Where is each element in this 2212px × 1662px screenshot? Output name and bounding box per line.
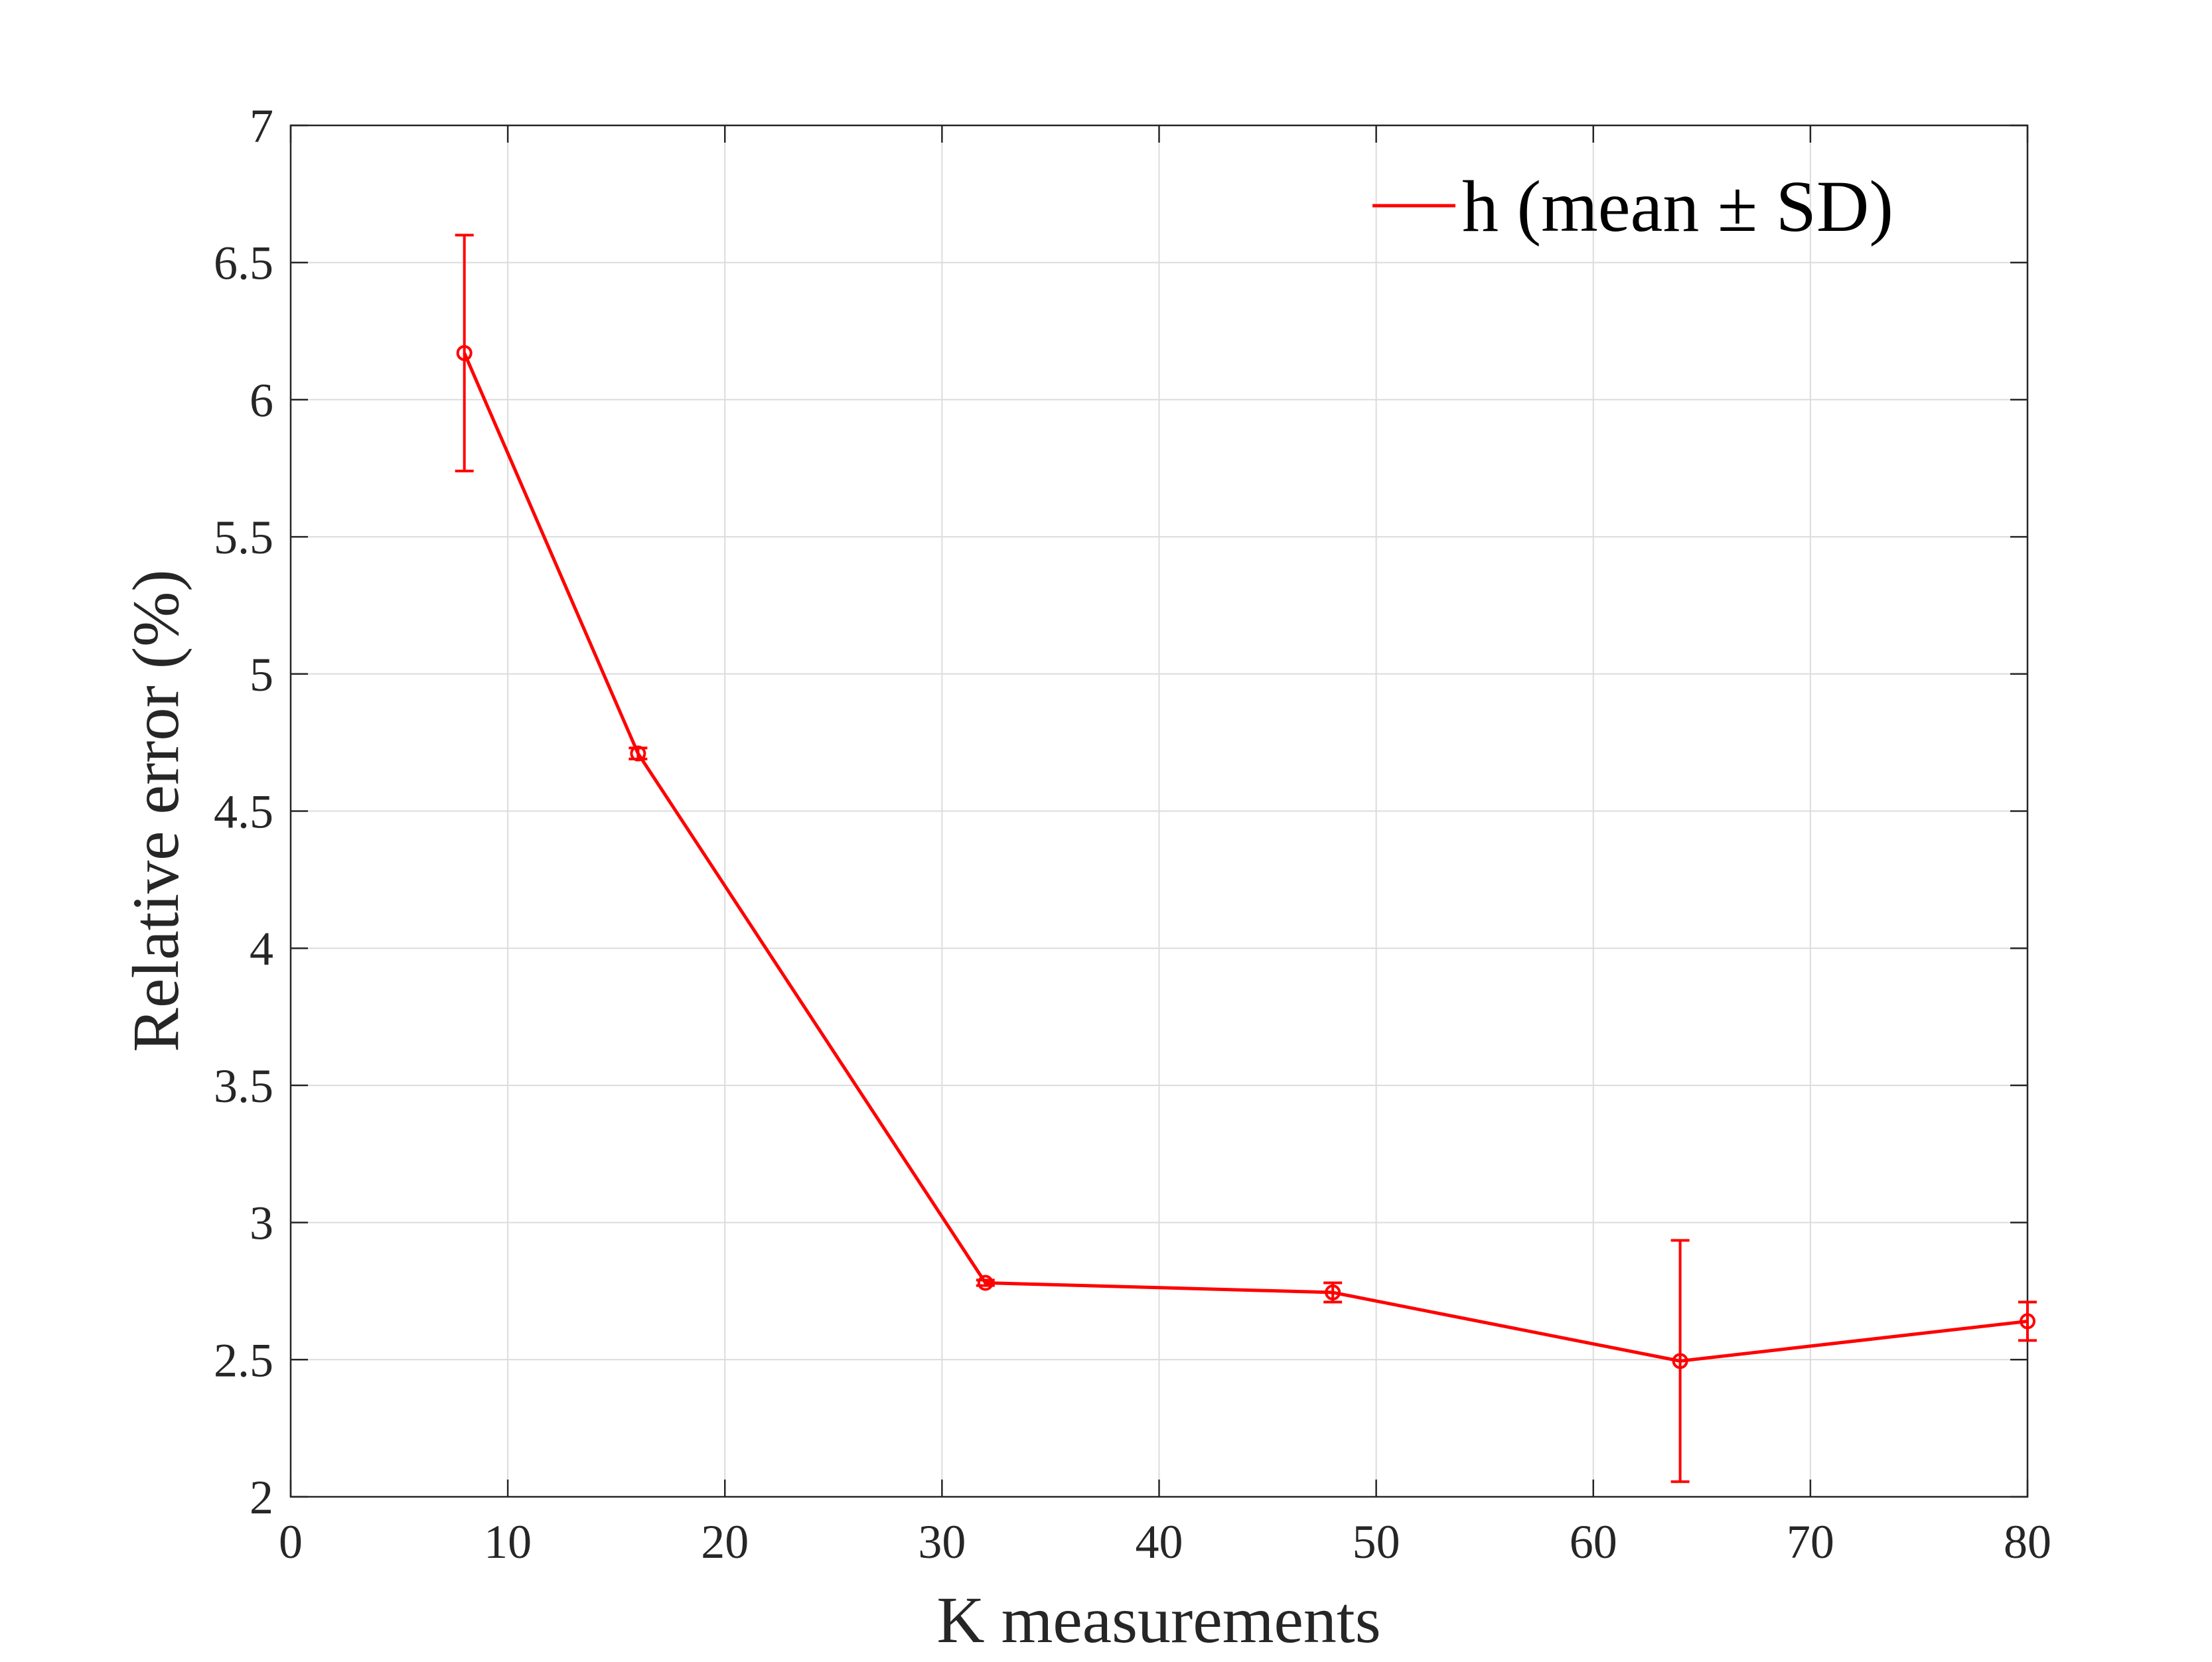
- data-point: [456, 345, 473, 362]
- x-tick-label: 50: [1353, 1515, 1400, 1568]
- y-tick-label: 3: [250, 1197, 273, 1250]
- y-tick-label: 7: [250, 100, 273, 153]
- axis-ticks: 0 10 20 30 40 50 60 70 80 2 2.5 3 3.5 4 4.5 5 5.5 6 6.5 7: [214, 100, 2051, 1568]
- x-tick-label: 10: [484, 1515, 532, 1568]
- x-tick-label: 80: [2004, 1515, 2051, 1568]
- x-tick-label: 70: [1787, 1515, 1834, 1568]
- x-tick-label: 0: [279, 1515, 303, 1568]
- y-tick-label: 6: [250, 374, 273, 427]
- y-tick-label: 4: [250, 922, 273, 975]
- y-tick-label: 2: [250, 1471, 273, 1524]
- x-tick-label: 60: [1570, 1515, 1617, 1568]
- y-axis-title: Relative error (%): [119, 569, 192, 1052]
- data-point: [1672, 1353, 1688, 1369]
- series-line: [463, 352, 2028, 1363]
- grid: [290, 125, 2028, 1497]
- data-point: [2020, 1313, 2035, 1330]
- y-tick-label: 6.5: [214, 237, 273, 290]
- data-point: [630, 745, 646, 762]
- y-tick-label: 5.5: [214, 511, 273, 564]
- x-axis-title: K measurements: [936, 1583, 1380, 1657]
- series-h: [455, 234, 2037, 1484]
- data-point: [977, 1275, 994, 1291]
- y-tick-label: 4.5: [214, 786, 273, 839]
- x-tick-label: 40: [1136, 1515, 1183, 1568]
- legend-label: h (mean ± SD): [1462, 166, 1893, 247]
- x-tick-label: 30: [918, 1515, 966, 1568]
- y-tick-label: 5: [250, 648, 273, 701]
- y-tick-label: 2.5: [214, 1334, 273, 1387]
- data-point: [1325, 1284, 1341, 1301]
- y-tick-label: 3.5: [214, 1060, 273, 1113]
- x-tick-label: 20: [701, 1515, 749, 1568]
- legend: h (mean ± SD): [1372, 166, 1893, 247]
